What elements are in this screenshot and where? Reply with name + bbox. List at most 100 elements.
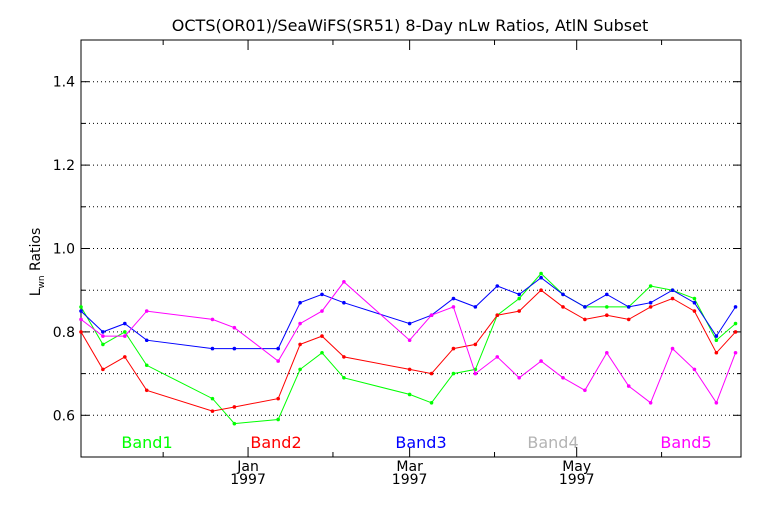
data-point-band5	[144, 309, 149, 313]
data-point-band2	[276, 396, 280, 401]
series-line-band1	[80, 272, 736, 425]
data-point-band3	[407, 321, 412, 326]
chart-title: OCTS(OR01)/SeaWiFS(SR51) 8-Day nLw Ratio…	[172, 16, 648, 35]
data-point-band3	[714, 334, 719, 338]
data-point-band3	[144, 338, 149, 343]
data-point-band5	[626, 384, 631, 388]
data-point-band3	[539, 275, 543, 280]
y-tick-label: 0.6	[53, 408, 75, 424]
x-tick-label-month: Jan	[236, 459, 259, 475]
data-point-band3	[101, 330, 105, 334]
data-point-band2	[232, 405, 237, 409]
data-point-band1	[429, 400, 434, 405]
data-point-band2	[144, 388, 149, 393]
y-axis-label-subscript: wn	[37, 275, 47, 288]
y-axis-label-main: L	[28, 288, 44, 296]
data-point-band5	[714, 400, 719, 405]
data-point-band3	[451, 296, 456, 301]
data-point-band5	[473, 371, 478, 376]
data-point-band3	[342, 300, 346, 305]
data-point-band5	[451, 305, 456, 309]
data-point-band5	[692, 367, 697, 372]
data-point-band2	[733, 330, 738, 334]
data-point-band1	[232, 421, 237, 426]
data-point-band2	[561, 305, 565, 309]
data-point-band3	[298, 300, 302, 305]
data-point-band2	[539, 288, 543, 293]
data-point-band2	[626, 317, 631, 322]
data-point-band2	[123, 355, 127, 359]
data-point-band2	[429, 371, 434, 376]
y-tick-label: 1.4	[53, 75, 75, 91]
x-tick-label-year: 1997	[559, 472, 595, 488]
data-point-band3	[605, 292, 609, 297]
data-point-band1	[451, 371, 456, 376]
data-point-band3	[517, 292, 521, 297]
data-point-band1	[539, 271, 543, 276]
data-point-band2	[692, 309, 697, 313]
data-point-band1	[79, 305, 83, 309]
data-point-band1	[342, 375, 346, 380]
data-point-band1	[517, 296, 521, 301]
legend: Band1 Band2 Band3 Band4 Band5	[121, 433, 711, 452]
y-tick-label: 1.0	[53, 242, 75, 258]
data-point-band2	[714, 350, 719, 355]
data-point-band2	[605, 313, 609, 318]
data-point-band3	[276, 346, 280, 351]
data-point-band5	[670, 346, 675, 351]
legend-entry-band3: Band3	[395, 433, 446, 452]
data-point-band3	[210, 346, 215, 351]
data-point-band1	[733, 321, 738, 326]
data-point-band2	[517, 309, 521, 313]
y-axis-label: Lwn Ratios	[28, 228, 47, 297]
x-tick-label-year: 1997	[392, 472, 428, 488]
series-layer	[79, 271, 738, 426]
data-point-band5	[232, 325, 237, 330]
data-point-band5	[342, 280, 346, 284]
x-tick-label-year: 1997	[230, 472, 266, 488]
data-point-band2	[407, 367, 412, 372]
data-point-band3	[320, 292, 324, 297]
data-point-band5	[517, 375, 521, 380]
data-point-band5	[561, 375, 565, 380]
x-tick-label-month: Mar	[396, 459, 423, 475]
data-point-band5	[539, 359, 543, 363]
series-line-band2	[80, 289, 736, 412]
data-point-band1	[276, 417, 280, 422]
series-line-band5	[80, 281, 736, 404]
data-point-band3	[692, 300, 697, 305]
data-point-band2	[670, 296, 675, 301]
data-point-band3	[232, 346, 237, 351]
data-point-band1	[320, 350, 324, 355]
data-point-band5	[648, 400, 653, 405]
data-point-band5	[733, 350, 738, 355]
data-point-band5	[320, 309, 324, 313]
data-point-band1	[407, 392, 412, 397]
data-point-band1	[298, 367, 302, 372]
data-point-band5	[123, 334, 127, 338]
data-point-band1	[144, 363, 149, 368]
data-point-band1	[692, 296, 697, 301]
legend-entry-band2: Band2	[250, 433, 301, 452]
data-point-band1	[648, 284, 653, 288]
data-point-band2	[210, 409, 215, 413]
data-point-band2	[298, 342, 302, 347]
data-point-band3	[626, 305, 631, 309]
data-point-band5	[583, 388, 587, 393]
data-point-band3	[583, 305, 587, 309]
y-tick-label: 1.2	[53, 158, 75, 174]
y-tick-label: 0.8	[53, 325, 75, 341]
data-point-band2	[101, 367, 105, 372]
data-point-band1	[714, 338, 719, 343]
data-point-band1	[123, 330, 127, 334]
legend-entry-band1: Band1	[121, 433, 172, 452]
data-point-band5	[495, 355, 500, 359]
x-tick-label-month: May	[562, 459, 591, 475]
data-point-band5	[79, 317, 83, 322]
data-point-band3	[79, 309, 83, 313]
data-point-band2	[451, 346, 456, 351]
data-point-band2	[495, 313, 500, 318]
